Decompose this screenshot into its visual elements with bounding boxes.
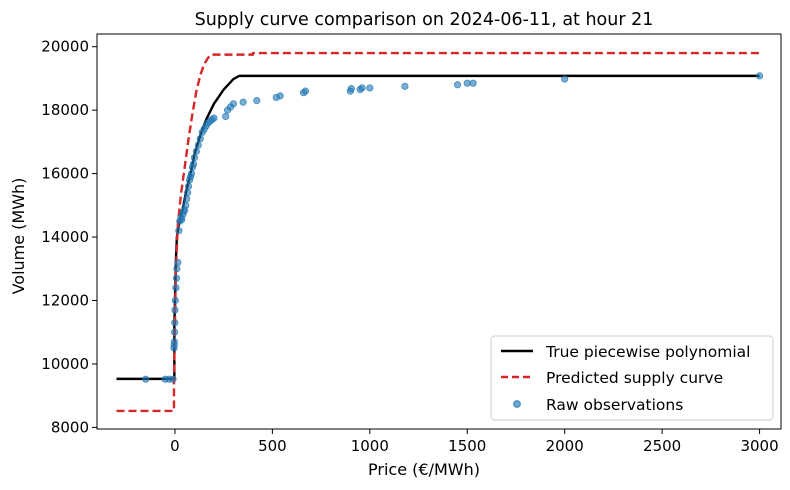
- legend-label-true-curve: True piecewise polynomial: [545, 343, 750, 361]
- legend-frame: [490, 335, 774, 421]
- scatter-point: [239, 98, 247, 106]
- plot-marks: [116, 51, 764, 413]
- y-tick-label: 10000: [41, 355, 89, 373]
- y-tick-label: 8000: [51, 418, 89, 436]
- scatter-point: [222, 112, 230, 121]
- scatter-point: [175, 227, 183, 235]
- scatter-point: [469, 79, 477, 87]
- x-tick-label: 0: [170, 437, 180, 455]
- scatter-point: [194, 141, 202, 149]
- scatter-point: [172, 274, 181, 282]
- scatter-point: [453, 81, 462, 89]
- y-tick-label: 12000: [41, 292, 89, 310]
- x-tick-label: 3000: [740, 437, 778, 455]
- scatter-point: [169, 375, 177, 383]
- legend-label-observations: Raw observations: [546, 396, 683, 414]
- legend-label-predicted: Predicted supply curve: [546, 369, 723, 387]
- scatter-point: [301, 87, 310, 95]
- y-tick-label: 14000: [41, 228, 89, 246]
- scatter-point: [190, 154, 199, 162]
- chart-title: Supply curve comparison on 2024-06-11, a…: [195, 10, 654, 30]
- scatter-point: [366, 84, 374, 92]
- scatter-point: [171, 306, 179, 314]
- x-axis-label: Price (€/MWh): [368, 460, 480, 479]
- scatter-point: [358, 84, 366, 92]
- scatter-point: [347, 84, 355, 93]
- scatter-point: [253, 97, 261, 105]
- scatter-point: [189, 160, 198, 168]
- scatter-point: [276, 92, 284, 100]
- y-tick-label: 16000: [41, 165, 89, 183]
- y-tick-label: 20000: [41, 38, 89, 56]
- scatter-point: [755, 72, 764, 80]
- scatter-point: [463, 79, 471, 87]
- scatter-point: [187, 170, 196, 178]
- x-tick-label: 2500: [643, 437, 681, 455]
- scatter-point: [229, 100, 238, 108]
- plot-area: [116, 51, 764, 413]
- legend-marker-observations: [513, 400, 521, 408]
- scatter-point: [142, 375, 150, 383]
- scatter-point: [171, 319, 179, 327]
- scatter-point: [192, 147, 200, 155]
- axes-frame: [96, 33, 782, 430]
- scatter-point: [561, 75, 569, 83]
- x-tick-label: 500: [258, 437, 287, 455]
- x-tick-label: 1500: [448, 437, 486, 455]
- scatter-point: [196, 135, 204, 143]
- scatter-point: [401, 82, 409, 90]
- scatter-point: [184, 182, 193, 190]
- y-tick-label: 18000: [41, 101, 89, 119]
- y-axis-label: Volume (MWh): [9, 178, 28, 295]
- scatter-point: [174, 258, 182, 267]
- scatter-point: [210, 114, 218, 122]
- x-tick-label: 2000: [546, 437, 584, 455]
- x-tick-label: 1000: [351, 437, 389, 455]
- scatter-point: [170, 328, 179, 336]
- scatter-point: [173, 265, 181, 273]
- legend: True piecewise polynomial Predicted supp…: [490, 335, 774, 421]
- scatter-point: [171, 296, 179, 305]
- scatter-point: [183, 195, 191, 203]
- scatter-point: [170, 338, 178, 346]
- scatter-point: [172, 284, 180, 292]
- axes: 0 500 1000 1500 2000 2500 3000 8000 10000 12000 14…: [41, 33, 782, 455]
- scatter-point: [184, 189, 192, 197]
- scatter-point: [182, 201, 190, 209]
